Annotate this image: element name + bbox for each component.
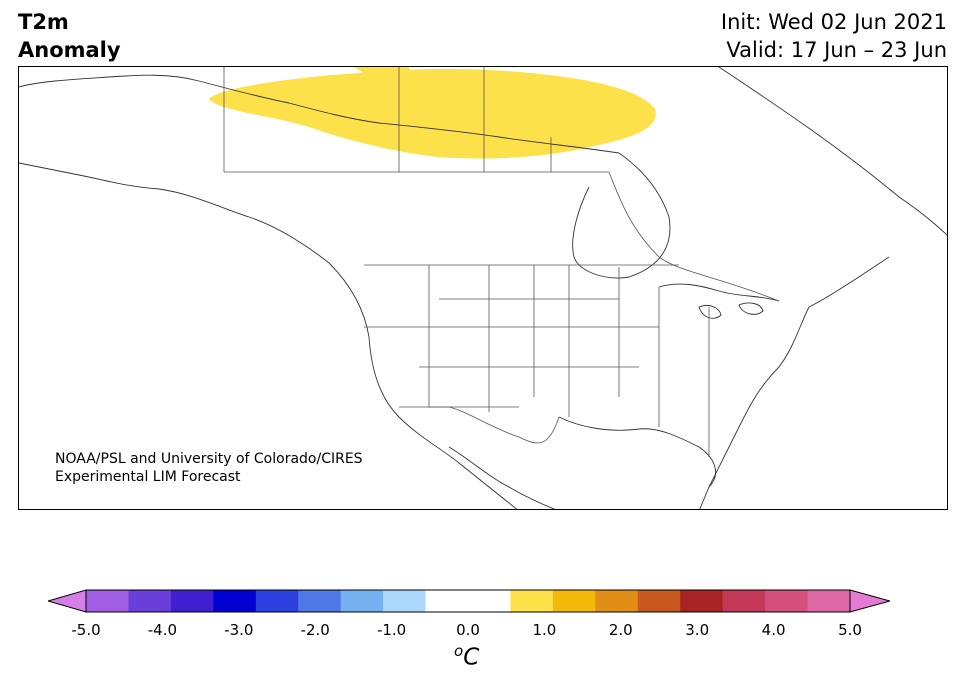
colorbar (48, 589, 890, 613)
colorbar-segment (340, 590, 384, 612)
arctic-anomaly-patch (354, 67, 411, 77)
forecast-info: Init: Wed 02 Jun 2021 Valid: 17 Jun – 23… (721, 8, 947, 64)
unit-prefix: o (454, 642, 464, 660)
colorbar-segment (468, 590, 511, 612)
colorbar-segment (807, 590, 851, 612)
colorbar-segment (510, 590, 554, 612)
colorbar-tick-label: 3.0 (685, 621, 710, 639)
colorbar-outline (85, 589, 851, 613)
colorbar-tick-label: 2.0 (608, 621, 633, 639)
arctic-anomaly-patch (579, 89, 603, 99)
credit-line-2: Experimental LIM Forecast (55, 469, 241, 485)
political-borders (223, 67, 780, 457)
colorbar-segment (425, 590, 469, 612)
colorbar-tick-label: -3.0 (224, 621, 254, 639)
title-line-1: T2m (18, 10, 69, 34)
colorbar-segment (298, 590, 342, 612)
colorbar-segment (637, 590, 681, 612)
colorbar-segment (595, 590, 639, 612)
colorbar-tick-label: -5.0 (71, 621, 101, 639)
colorbar-segment (213, 590, 257, 612)
unit-base: C (463, 644, 480, 671)
north-america-map (19, 67, 947, 509)
colorbar-tick-label: 1.0 (532, 621, 557, 639)
colorbar-segment (383, 590, 427, 612)
map-title: T2m Anomaly (18, 8, 121, 64)
init-date: Init: Wed 02 Jun 2021 (720, 10, 947, 34)
credit-line-1: NOAA/PSL and University of Colorado/CIRE… (55, 451, 363, 467)
colorbar-min-arrow (48, 589, 87, 613)
colorbar-unit: oC (454, 642, 479, 671)
colorbar-tick-label: -1.0 (376, 621, 407, 639)
warm-anomaly-region (209, 69, 656, 159)
colorbar-segment (765, 590, 809, 612)
colorbar-segment (552, 590, 596, 612)
colorbar-segment (128, 590, 172, 612)
colorbar-tick-label: 4.0 (761, 621, 786, 639)
colorbar-max-arrow (849, 589, 890, 613)
colorbar-segment (255, 590, 299, 612)
colorbar-tick-label: -2.0 (300, 621, 330, 639)
coastlines (19, 67, 947, 509)
valid-range: Valid: 17 Jun – 23 Jun (726, 38, 947, 62)
credit-text: NOAA/PSL and University of Colorado/CIRE… (55, 450, 363, 486)
colorbar-tick-label: 0.0 (456, 621, 480, 639)
colorbar-tick-label: -4.0 (147, 621, 178, 639)
colorbar-tick-label: 5.0 (838, 621, 862, 639)
colorbar-segment (722, 590, 766, 612)
colorbar-segment (680, 590, 724, 612)
map-panel (18, 66, 948, 510)
colorbar-segment (170, 590, 214, 612)
title-line-2: Anomaly (18, 38, 121, 62)
colorbar-segment (86, 590, 129, 612)
